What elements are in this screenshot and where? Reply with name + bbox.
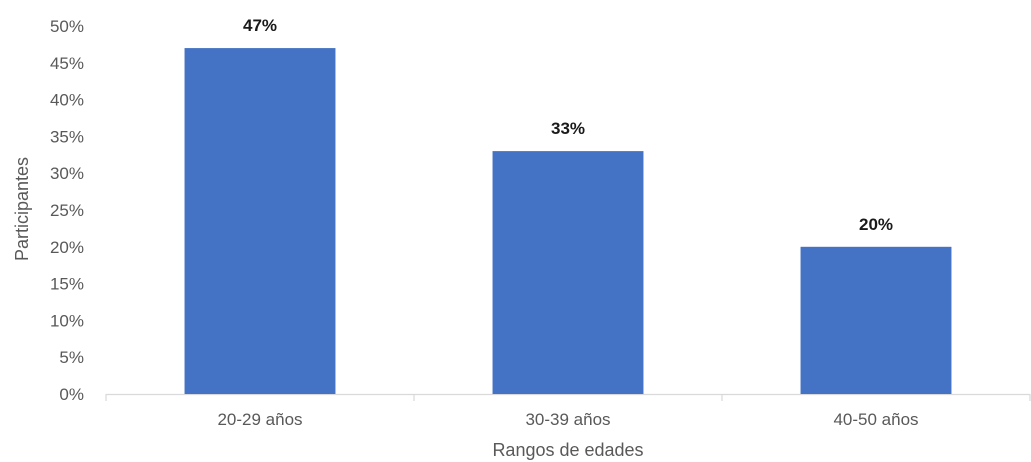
x-axis [105,393,1031,401]
y-tick-label: 25% [50,201,84,220]
bar-data-label: 47% [243,16,277,35]
bar-data-label: 33% [551,119,585,138]
x-axis-ticks: 20-29 años 30-39 años 40-50 años [217,410,918,429]
y-tick-label: 50% [50,17,84,36]
y-tick-label: 15% [50,275,84,294]
bar-1 [184,48,336,394]
y-axis-ticks: 0% 5% 10% 15% 20% 25% 30% 35% 40% 45% 50% [50,17,84,404]
y-tick-label: 40% [50,91,84,110]
bar-3 [800,246,952,394]
data-labels-group: 47% 33% 20% [243,16,893,234]
y-axis-title: Participantes [12,157,32,261]
x-tick-label: 20-29 años [217,410,302,429]
y-tick-label: 45% [50,54,84,73]
y-tick-label: 20% [50,238,84,257]
bars-group [184,48,952,394]
y-tick-label: 35% [50,127,84,146]
x-tick-label: 30-39 años [525,410,610,429]
y-tick-label: 30% [50,164,84,183]
y-tick-label: 0% [59,385,84,404]
y-tick-label: 10% [50,311,84,330]
y-tick-label: 5% [59,348,84,367]
x-axis-title: Rangos de edades [492,440,643,460]
bar-2 [492,151,644,394]
x-tick-label: 40-50 años [833,410,918,429]
bar-data-label: 20% [859,215,893,234]
